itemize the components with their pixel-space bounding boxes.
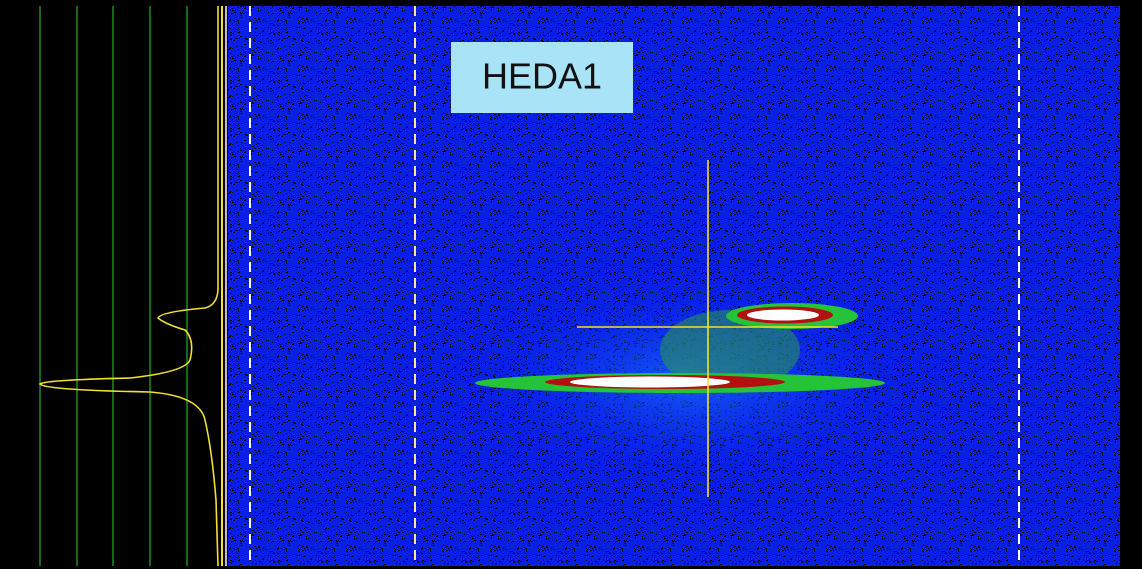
detector-label: HEDA1 — [482, 56, 602, 97]
beam-upper-core — [747, 310, 819, 321]
profile-panel — [6, 6, 226, 566]
image-viewer: HEDA1 — [0, 0, 1142, 569]
detector-image: HEDA1 — [228, 6, 1120, 566]
page: {"label": "HEDA1"} — [0, 0, 1142, 569]
beam-lower-core — [570, 377, 730, 388]
profile-bg — [6, 6, 222, 566]
